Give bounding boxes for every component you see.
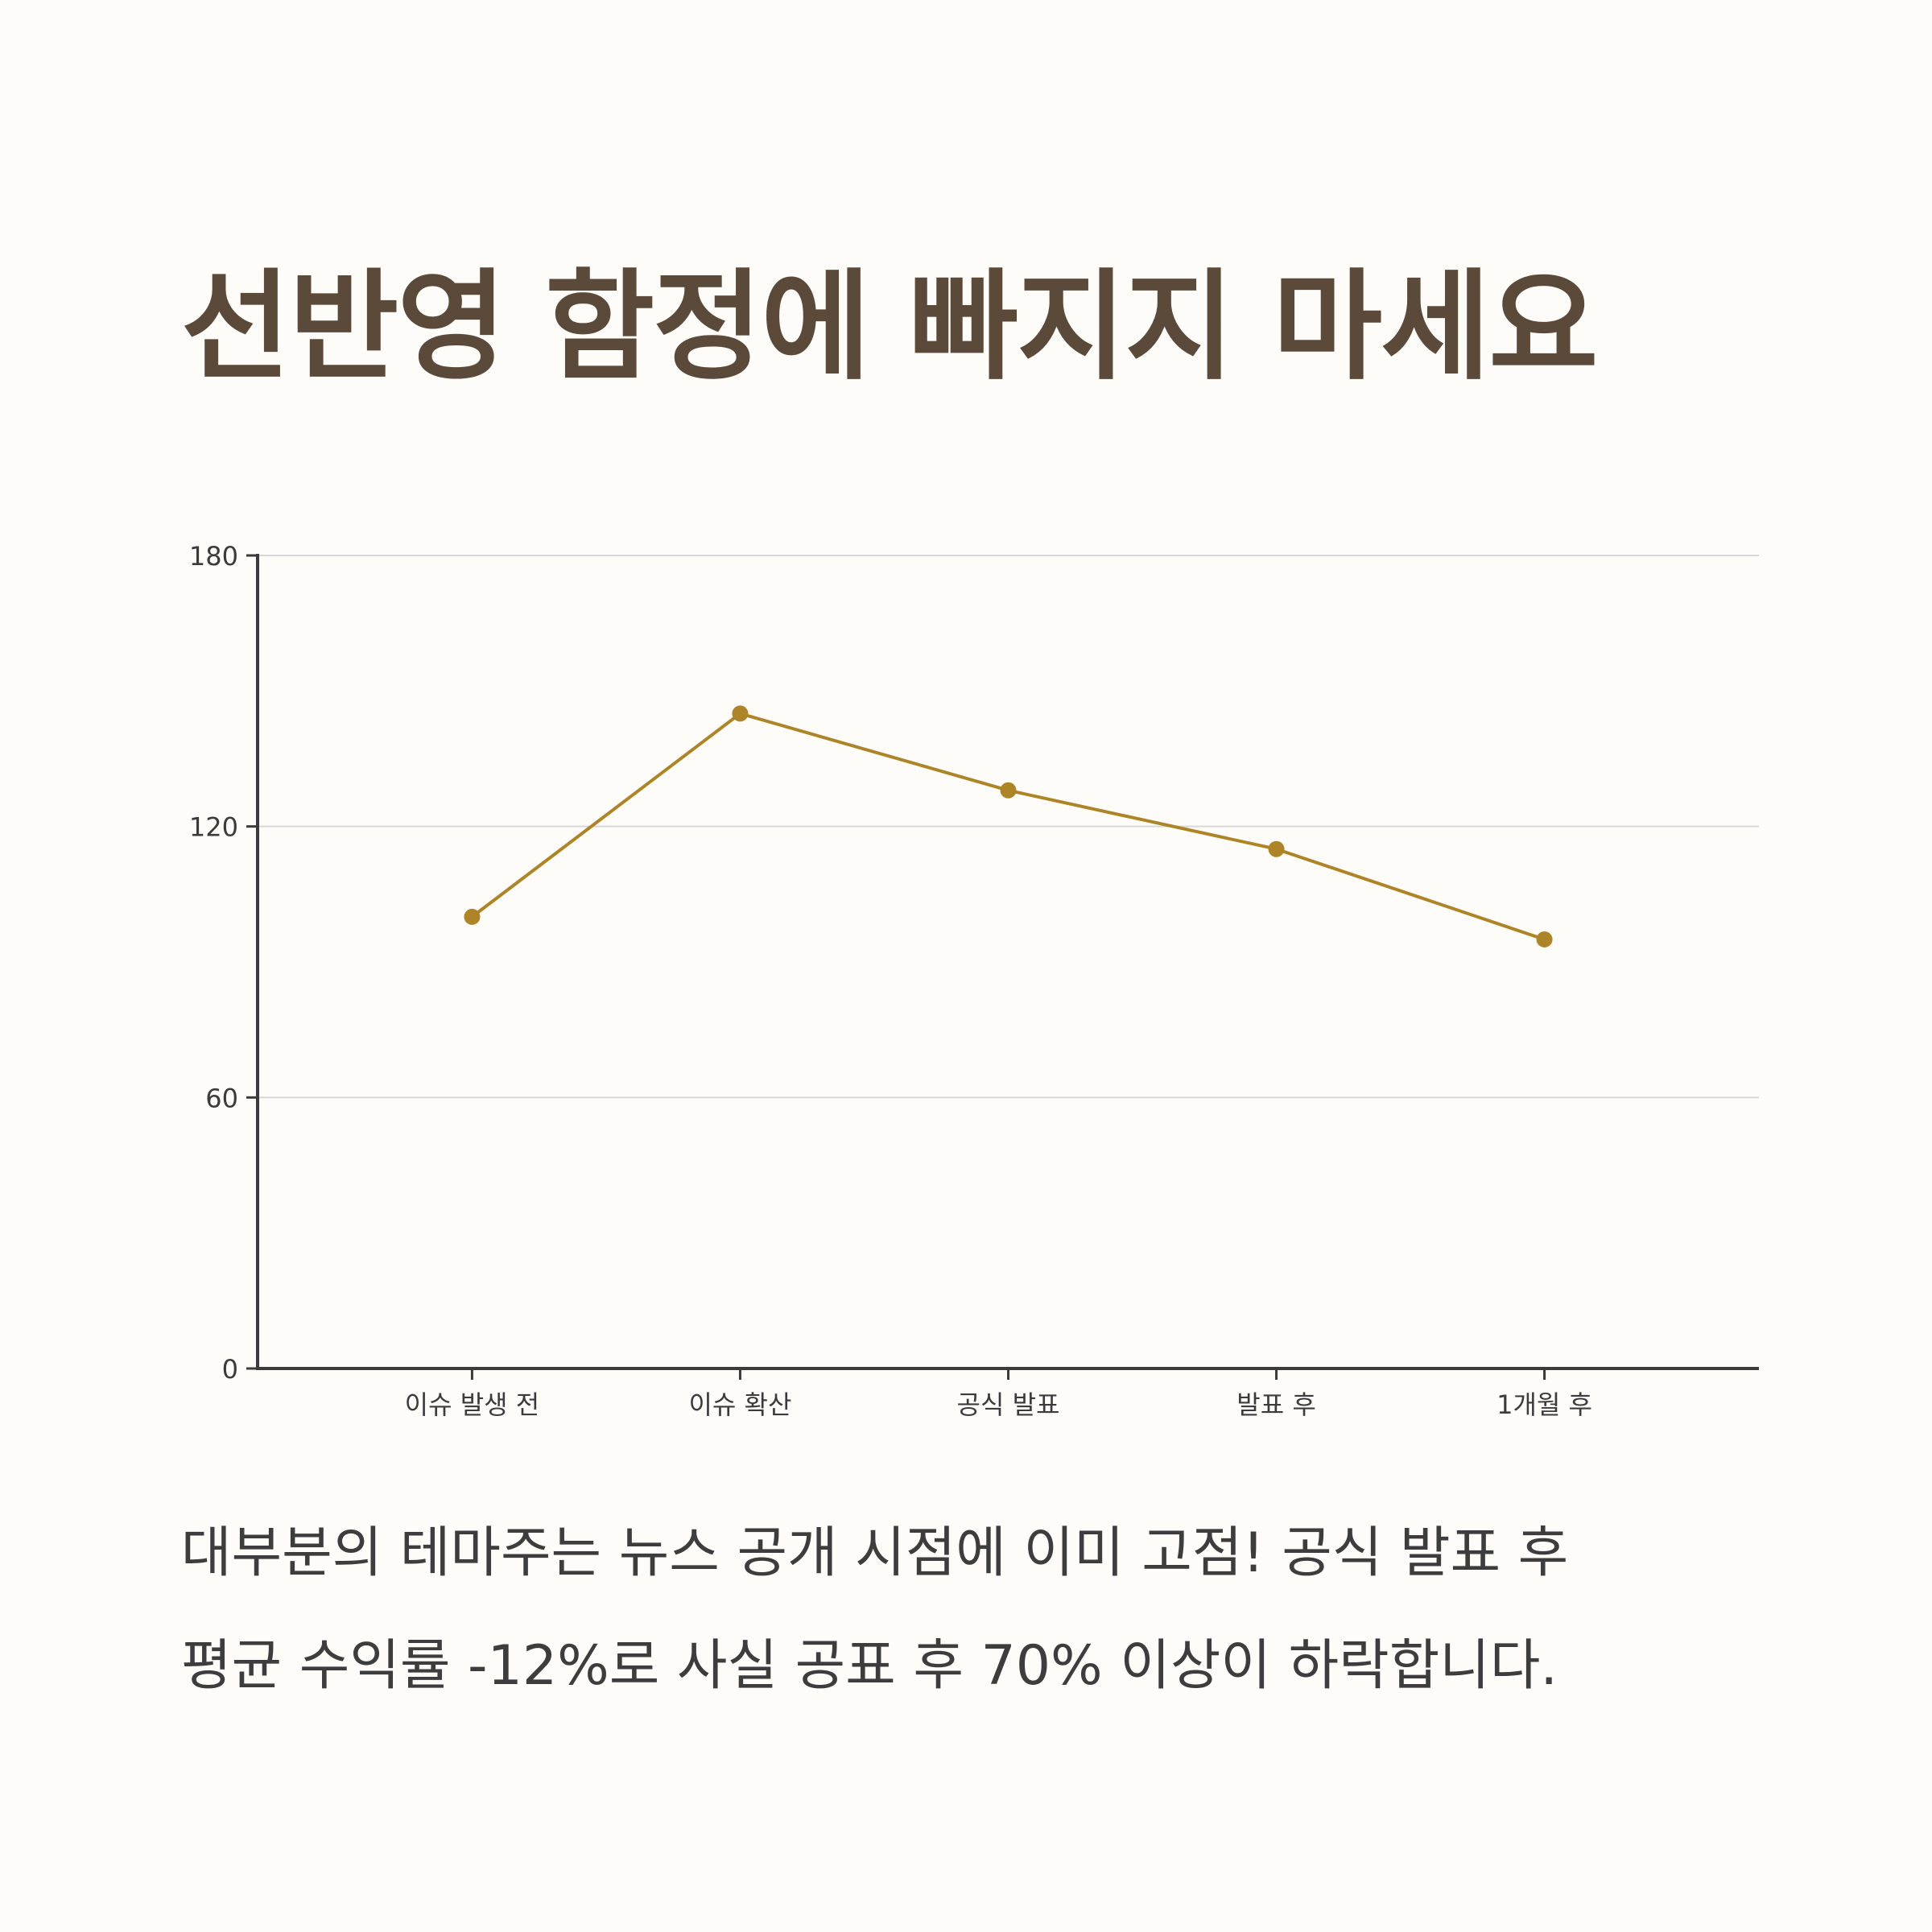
y-tick-label: 120 — [189, 812, 238, 843]
caption-line-2: 평균 수익률 -12%로 사실 공표 후 70% 이상이 하락합니다. — [181, 1634, 1558, 1698]
page-title: 선반영 함정에 빠지지 마세요 — [181, 258, 1598, 396]
x-tick-label: 공식 발표 — [957, 1389, 1060, 1420]
axis-layer — [246, 554, 1759, 1380]
grid-layer — [258, 555, 1759, 1099]
data-point — [464, 908, 481, 925]
data-point — [1268, 840, 1285, 857]
y-tick-label: 180 — [189, 541, 238, 572]
y-tick-label: 60 — [205, 1083, 238, 1113]
y-tick-label: 0 — [222, 1354, 238, 1385]
data-point — [732, 705, 749, 722]
label-layer: 0 60 120 180 이슈 발생 전 이슈 확산 공식 발표 발표 후 1개월 후 — [189, 541, 1592, 1420]
caption-line-1: 대부분의 테마주는 뉴스 공개 시점에 이미 고점! 공식 발표 후 — [181, 1521, 1569, 1585]
x-tick-label: 발표 후 — [1236, 1389, 1316, 1420]
x-tick-label: 이슈 발생 전 — [405, 1389, 540, 1420]
data-point — [1000, 782, 1017, 799]
x-tick-label: 이슈 확산 — [688, 1389, 791, 1420]
caption: 대부분의 테마주는 뉴스 공개 시점에 이미 고점! 공식 발표 후 평균 수익… — [181, 1497, 1791, 1723]
data-point — [1536, 931, 1553, 947]
series-layer — [464, 705, 1553, 947]
x-tick-label: 1개월 후 — [1496, 1389, 1592, 1420]
